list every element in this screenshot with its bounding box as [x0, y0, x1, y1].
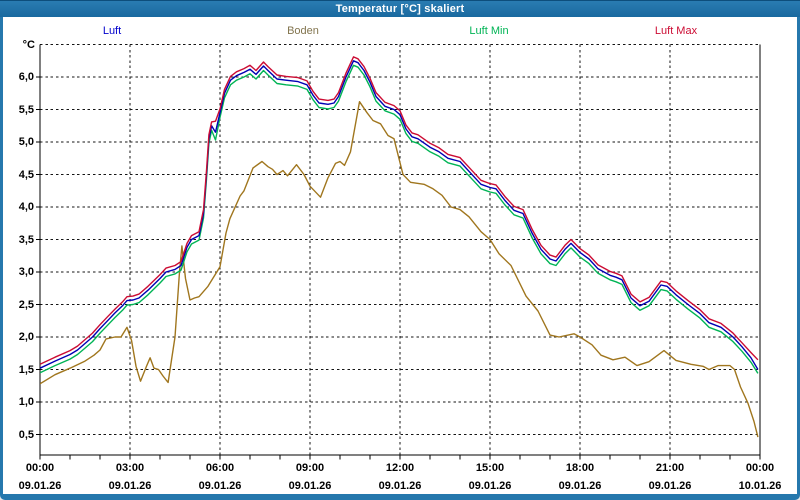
legend-item-luft-max: Luft Max [654, 25, 698, 37]
y-tick-label: 6,0 [18, 71, 34, 83]
x-tick-date: 09.01.26 [378, 480, 422, 492]
x-tick-date: 09.01.26 [468, 480, 512, 492]
y-tick-label: 3,5 [18, 233, 34, 246]
x-tick-time: 03:00 [115, 462, 145, 474]
x-tick-date: 09.01.26 [288, 480, 332, 492]
legend-item-luft: Luft [102, 25, 122, 37]
y-tick-label: 1,5 [18, 363, 34, 376]
series-luft-max [40, 56, 759, 365]
x-tick-date: 10.01.26 [738, 480, 782, 492]
y-tick-label: 5,5 [18, 103, 34, 116]
y-axis-unit: °C [22, 39, 35, 51]
chart-canvas [36, 44, 761, 460]
legend-item-luft-min: Luft Min [469, 25, 509, 37]
y-tick-label: 4,5 [18, 168, 34, 181]
x-tick-date: 09.01.26 [108, 480, 152, 492]
x-tick-time: 12:00 [385, 462, 415, 474]
x-tick-time: 09:00 [295, 462, 325, 474]
window-title: Temperatur [°C] skaliert [335, 3, 465, 15]
legend-item-boden: Boden [287, 25, 319, 37]
x-tick-time: 18:00 [565, 462, 595, 474]
x-tick-date: 09.01.26 [18, 480, 62, 492]
chart-content: Luft Boden Luft Min Luft Max °C 6,0 5,5 5,0 4,5… [3, 17, 797, 494]
x-tick-time: 00:00 [745, 462, 775, 474]
x-tick-time: 21:00 [655, 462, 685, 474]
series-boden [40, 100, 759, 438]
y-tick-label: 3,0 [18, 266, 34, 278]
y-tick-label: 1,0 [18, 396, 34, 408]
x-tick-date: 09.01.26 [648, 480, 692, 492]
y-tick-label: 2,5 [18, 298, 34, 311]
x-tick-time: 06:00 [205, 462, 235, 474]
y-tick-label: 0,5 [18, 428, 34, 441]
series-luft-min [40, 64, 759, 374]
y-tick-label: 2,0 [18, 331, 34, 343]
x-tick-time: 15:00 [475, 462, 505, 474]
y-tick-label: 5,0 [18, 136, 34, 148]
series-luft [40, 60, 759, 370]
x-tick-date: 09.01.26 [198, 480, 242, 492]
title-bar: Temperatur [°C] skaliert [0, 0, 800, 17]
x-tick-date: 09.01.26 [558, 480, 602, 492]
y-tick-label: 4,0 [18, 201, 34, 213]
x-tick-time: 00:00 [25, 462, 55, 474]
